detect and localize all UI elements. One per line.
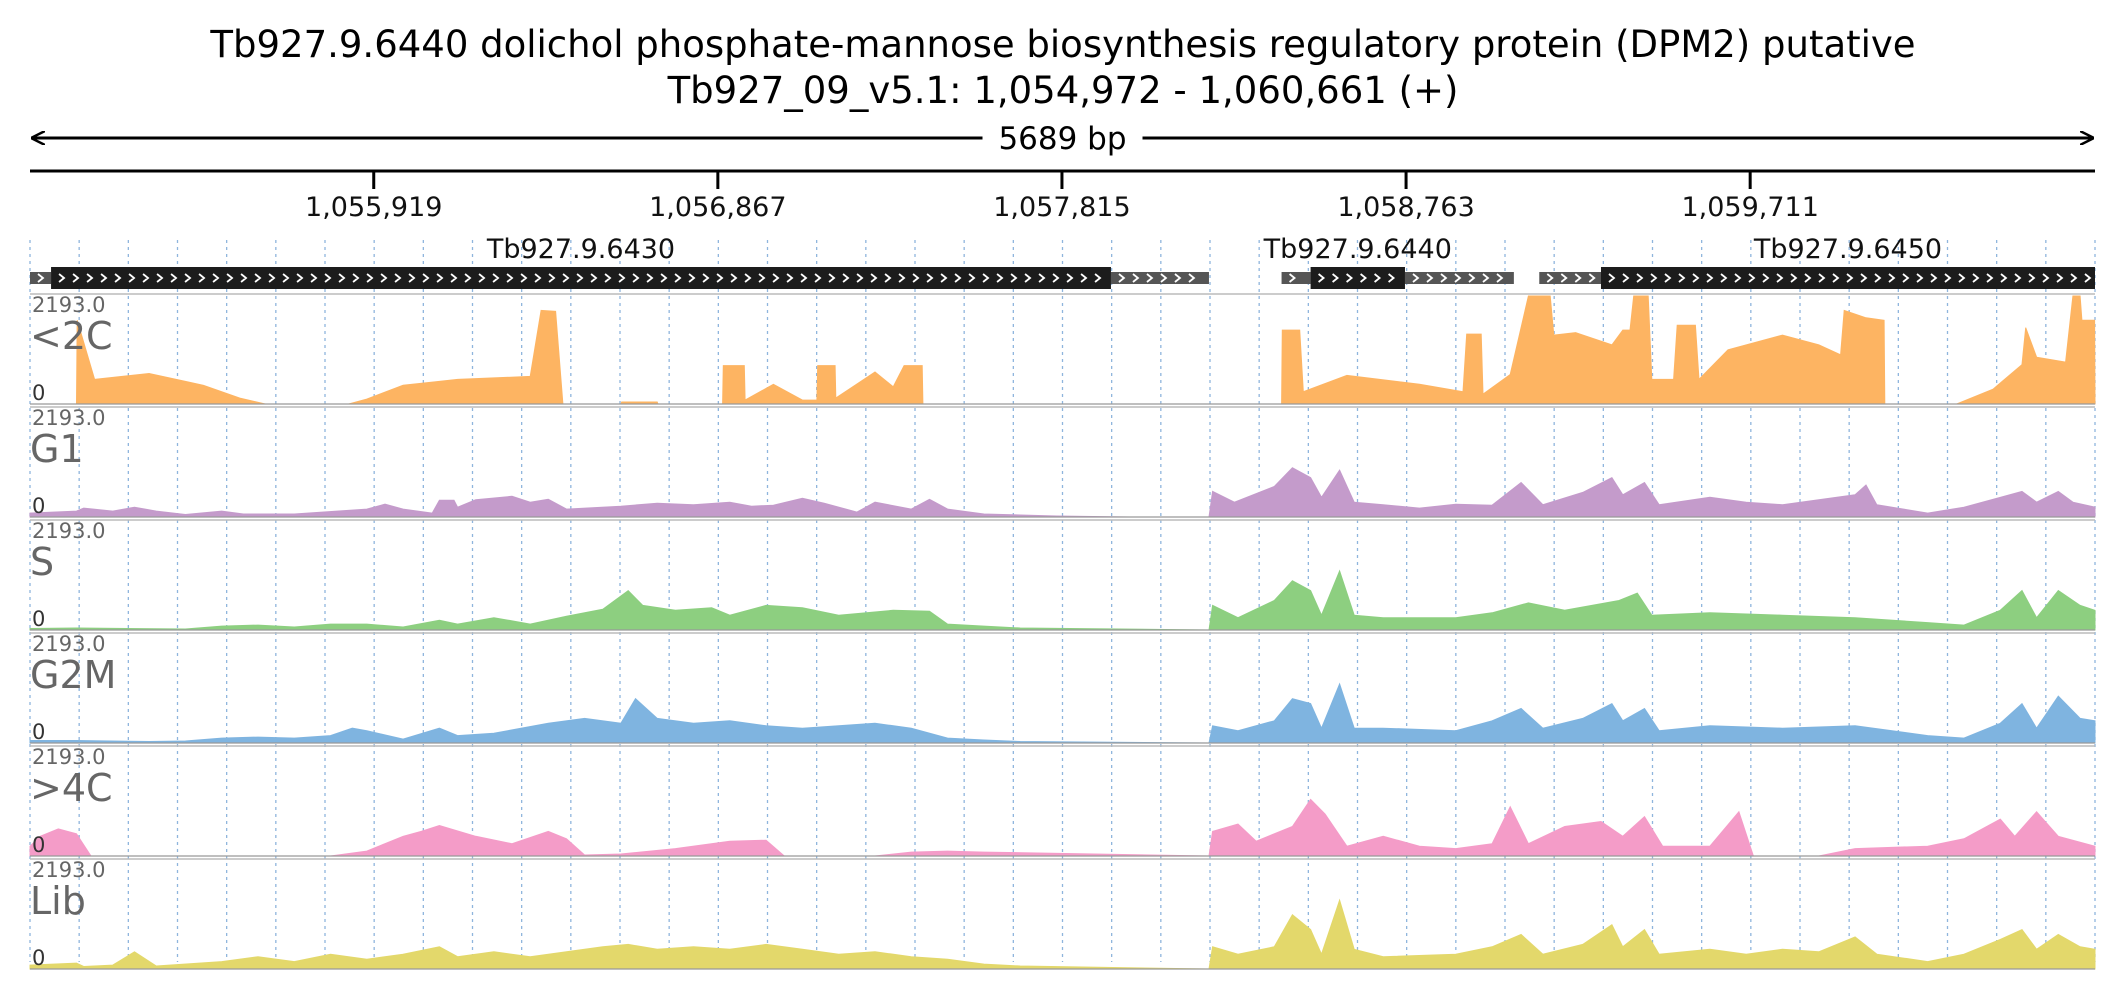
track-<2C: 2193.0<2C 0 — [30, 293, 2096, 405]
gene-label: Tb927.9.6430 — [486, 234, 675, 265]
page-title: Tb927.9.6440 dolichol phosphate-mannose … — [210, 23, 1916, 66]
track-zero-label: 0 — [32, 946, 45, 970]
gene-utr — [1539, 272, 1601, 284]
strand-chevrons — [37, 273, 45, 283]
track-max-label: 2193.0 — [32, 858, 105, 882]
gene-label: Tb927.9.6440 — [1263, 234, 1452, 265]
title-block: Tb927.9.6440 dolichol phosphate-mannose … — [0, 22, 2126, 114]
track-name: Lib — [30, 879, 86, 923]
gene-track: Tb927.9.6430 Tb927.9.6440 Tb927.9.6450 — [30, 234, 2095, 289]
region-subtitle: Tb927_09_v5.1: 1,054,972 - 1,060,661 (+) — [667, 69, 1459, 112]
strand-chevrons — [1288, 273, 1297, 283]
track-name: G2M — [30, 653, 116, 697]
ruler-tick-label: 1,055,919 — [305, 192, 442, 223]
coverage-tracks: 2193.0<2C02193.0G102193.0S02193.0G2M0219… — [29, 293, 2096, 970]
gene-Tb927.9.6440[interactable]: Tb927.9.6440 — [1263, 234, 1514, 289]
gene-Tb927.9.6430[interactable]: Tb927.9.6430 — [30, 234, 1209, 289]
gene-Tb927.9.6450[interactable]: Tb927.9.6450 — [1539, 234, 2095, 289]
track-zero-label: 0 — [32, 720, 45, 744]
track-name: >4C — [30, 766, 113, 810]
track-zero-label: 0 — [32, 833, 45, 857]
ruler-tick-label: 1,058,763 — [1337, 192, 1474, 223]
track-max-label: 2193.0 — [32, 632, 105, 656]
track-zero-label: 0 — [32, 381, 45, 405]
strand-chevrons — [1608, 273, 2092, 283]
length-bar: 5689 bp — [32, 121, 2093, 157]
coverage-area — [29, 467, 2096, 518]
track-S: 2193.0S 0 — [29, 519, 2096, 631]
ruler-tick-label: 1,059,711 — [1681, 192, 1818, 223]
strand-chevrons — [58, 273, 1102, 283]
coverage-area — [29, 569, 2096, 631]
track-max-label: 2193.0 — [32, 406, 105, 430]
strand-chevrons — [1318, 273, 1396, 283]
track->4C: 2193.0>4C 0 — [29, 745, 2096, 857]
strand-chevrons — [1546, 273, 1596, 283]
length-label: 5689 bp — [998, 121, 1126, 157]
gene-utr — [1281, 272, 1311, 284]
track-zero-label: 0 — [32, 607, 45, 631]
gene-cds — [1600, 267, 2095, 289]
track-name: G1 — [30, 427, 84, 471]
ruler-tick-label: 1,057,815 — [993, 192, 1130, 223]
coverage-area — [29, 798, 2096, 857]
track-G1: 2193.0G1 0 — [29, 406, 2096, 518]
gene-cds — [1310, 267, 1405, 289]
track-max-label: 2193.0 — [32, 519, 105, 543]
coverage-area — [29, 898, 2096, 970]
coverage-area — [30, 295, 2096, 405]
gene-label: Tb927.9.6450 — [1753, 234, 1942, 265]
coordinate-ruler: 1,055,919 1,056,867 1,057,815 1,058,763 1,05… — [30, 169, 2095, 223]
track-max-label: 2193.0 — [32, 293, 105, 317]
track-max-label: 2193.0 — [32, 745, 105, 769]
strand-chevrons — [1118, 273, 1196, 283]
gene-utr — [30, 272, 52, 284]
ruler-tick-label: 1,056,867 — [649, 192, 786, 223]
strand-chevrons — [1412, 273, 1504, 283]
track-name: S — [30, 540, 54, 584]
coverage-area — [29, 682, 2096, 744]
track-name: <2C — [30, 314, 113, 358]
track-zero-label: 0 — [32, 494, 45, 518]
